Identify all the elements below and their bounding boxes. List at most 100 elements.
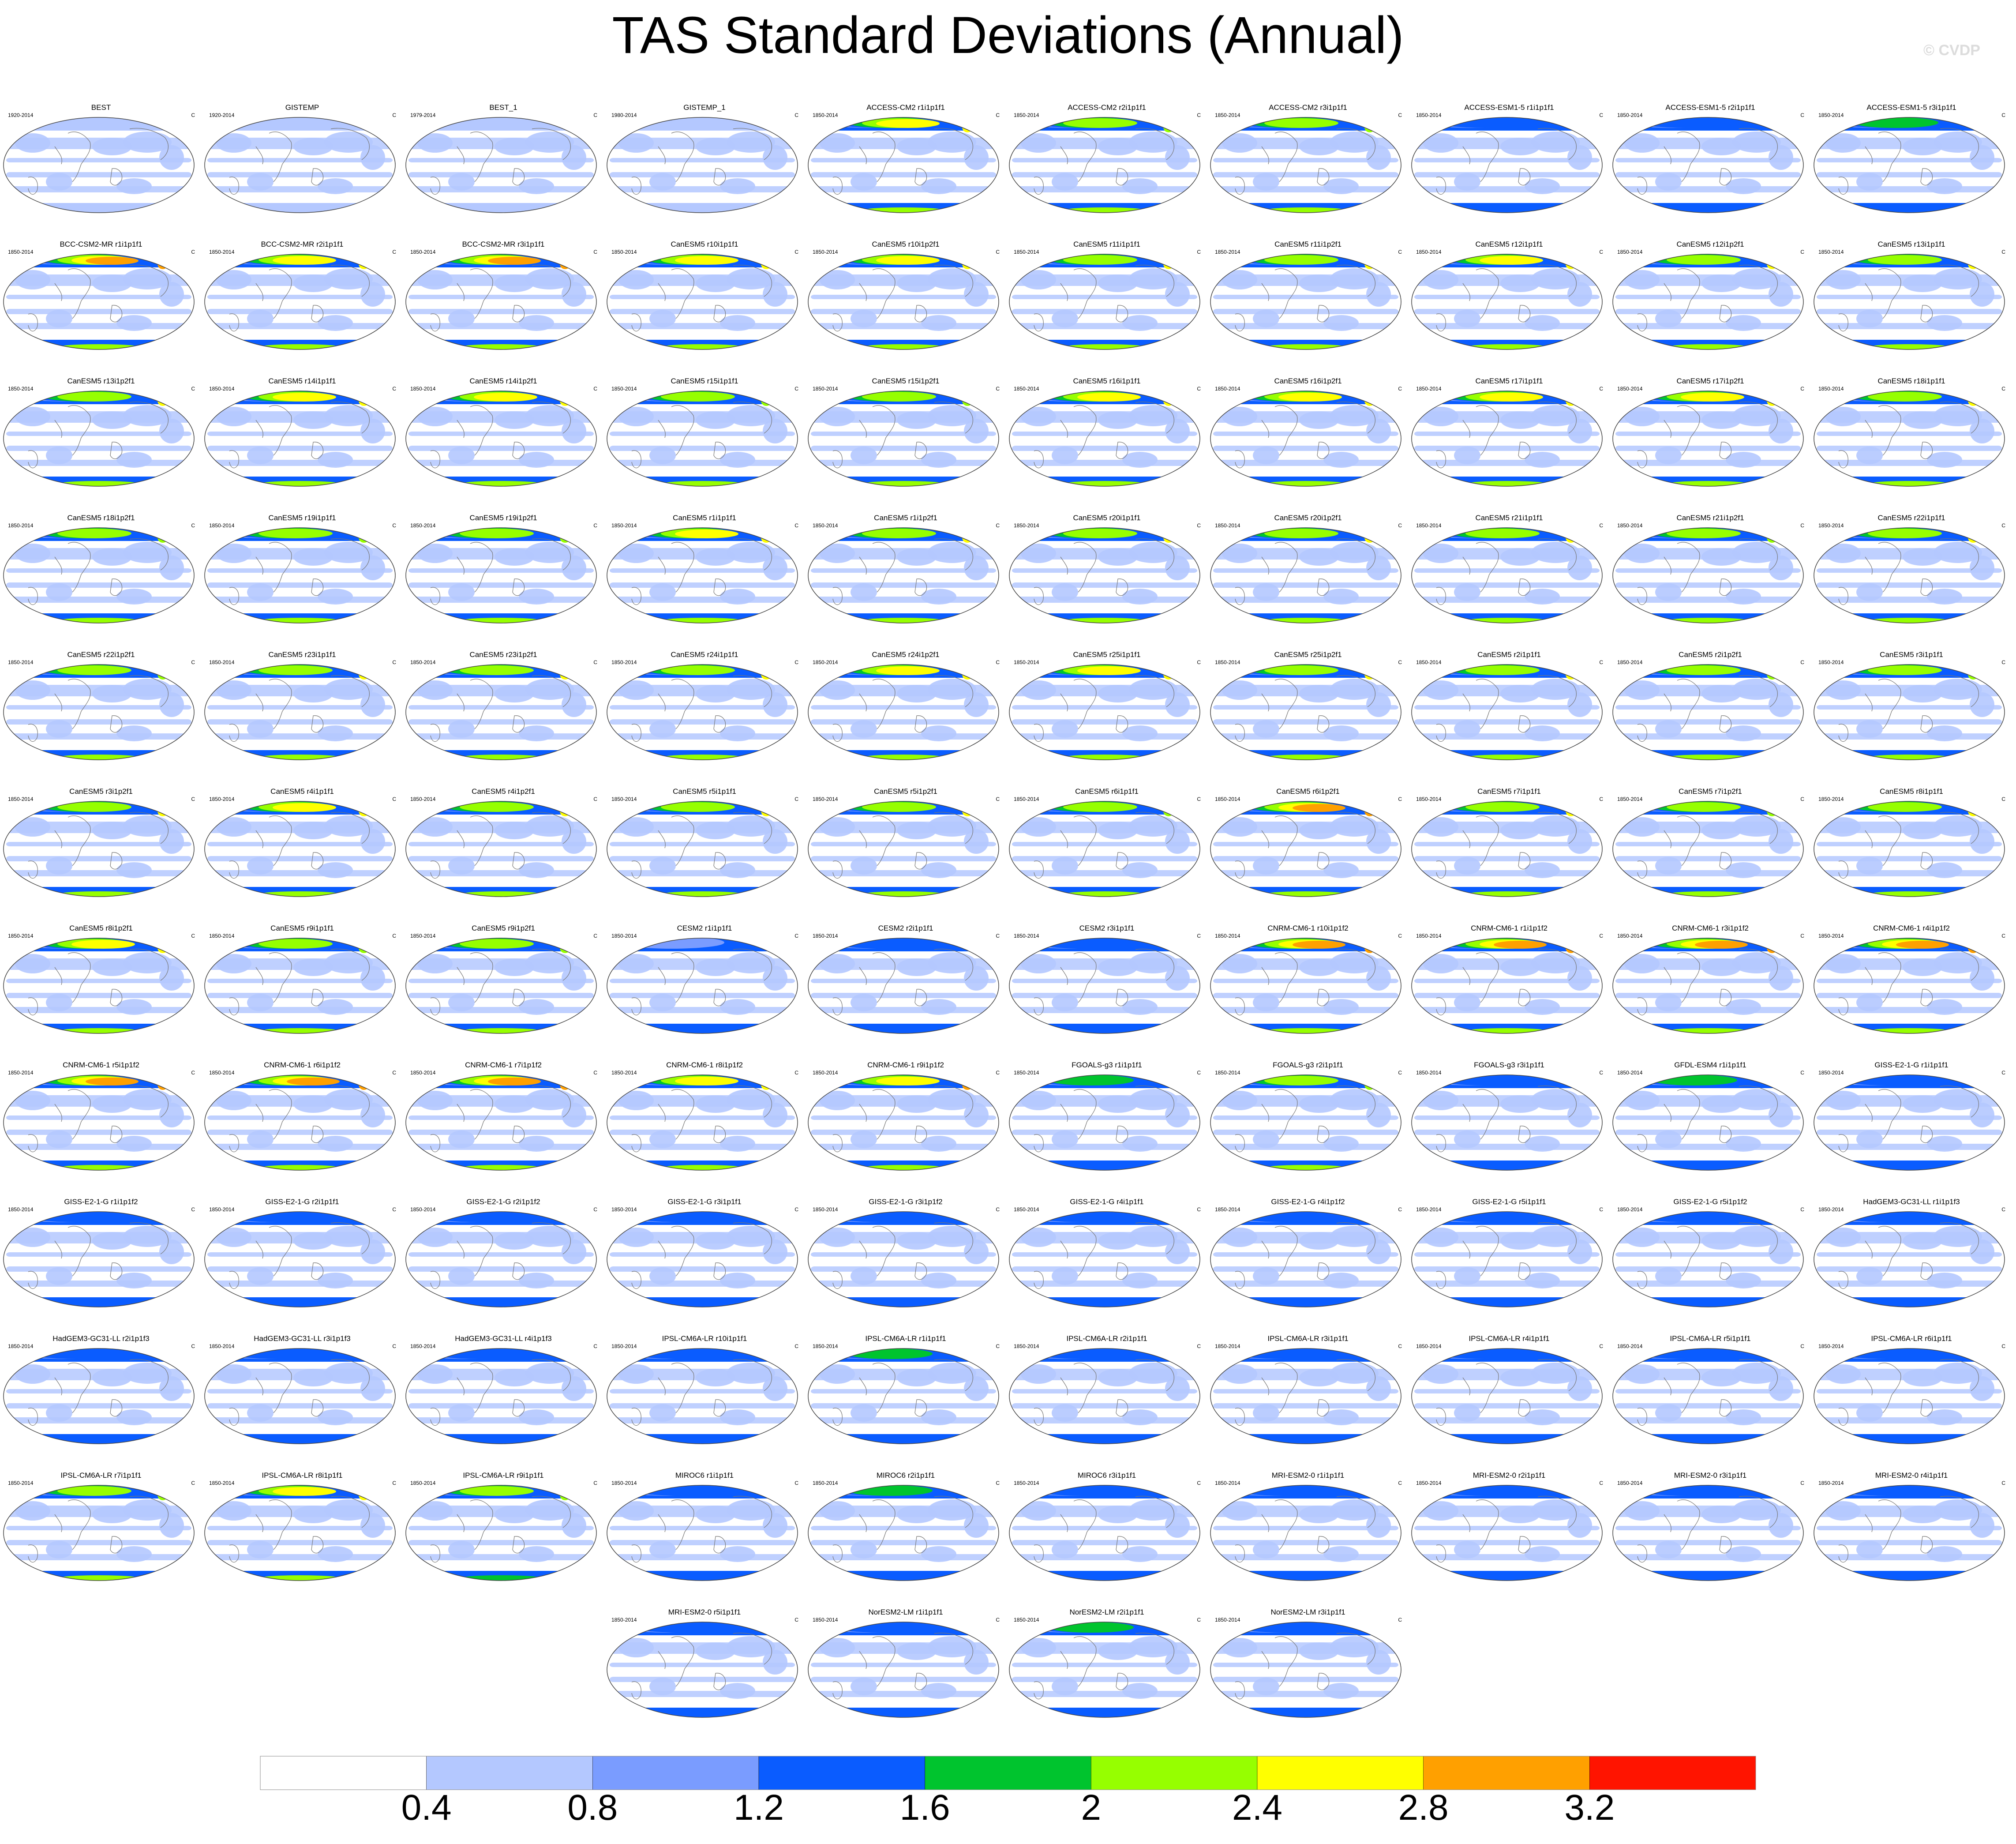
coastline [1664, 693, 1671, 712]
variability-region [525, 952, 574, 973]
coastline [1664, 556, 1671, 575]
panel-unit: C [392, 112, 396, 118]
map-panel: MRI-ESM2-0 r1i1p1f1 1850-2014 C [1209, 1468, 1407, 1601]
panel-unit: C [1398, 522, 1402, 529]
world-map [3, 1074, 195, 1171]
variability-region [562, 1103, 586, 1127]
coastline [457, 1514, 465, 1532]
variability-region [727, 1089, 775, 1110]
panel-unit: C [1398, 249, 1402, 255]
panel-period: 1850-2014 [1215, 933, 1240, 939]
variability-region [116, 1136, 152, 1152]
variability-region [1423, 544, 1458, 563]
map-panel: CanESM5 r22i1p2f1 1850-2014 C [2, 648, 200, 780]
panel-title: HadGEM3-GC31-LL r1i1p1f3 [1863, 1198, 1960, 1206]
variability-region [360, 282, 385, 307]
variability-region [1525, 178, 1560, 194]
variability-region [763, 829, 787, 854]
panel-period: 1850-2014 [1617, 1206, 1643, 1213]
coastline [1637, 587, 1647, 605]
coastline [1865, 1240, 1873, 1259]
variability-region [1098, 1642, 1138, 1660]
panel-title: GISS-E2-1-G r1i1p1f1 [1874, 1061, 1949, 1069]
variability-region [1726, 1273, 1761, 1288]
variability-region [116, 315, 152, 331]
variability-band [1414, 705, 1600, 710]
variability-region [519, 1409, 554, 1425]
variability-region [293, 1369, 333, 1386]
variability-region [159, 419, 184, 443]
variability-region [562, 145, 586, 170]
coastline [1838, 724, 1848, 742]
colorbar-segment [1091, 1756, 1258, 1790]
variability-band [1414, 1389, 1600, 1393]
coastline [1462, 1377, 1470, 1396]
map-outline [1009, 527, 1200, 623]
coastline [671, 1226, 694, 1277]
coastline [311, 715, 324, 733]
arctic-maximum [675, 530, 738, 538]
variability-region [1366, 829, 1391, 854]
coastline [914, 1673, 927, 1690]
variability-region [1098, 548, 1138, 566]
variability-region [159, 556, 184, 580]
coastline [1336, 1496, 1376, 1528]
coastline [859, 830, 867, 849]
map-outline [607, 664, 798, 760]
panel-unit: C [794, 1617, 798, 1623]
coastline [1336, 675, 1376, 707]
coastline [269, 405, 292, 456]
arctic-maximum [1681, 393, 1744, 402]
variability-region [216, 1228, 251, 1247]
variability-band [207, 568, 393, 573]
coastline [1940, 1222, 1979, 1254]
variability-region [1701, 822, 1741, 839]
panel-unit: C [794, 1343, 798, 1349]
map-panel: NorESM2-LM r1i1p1f1 1850-2014 C [806, 1605, 1005, 1738]
coastline [255, 1514, 263, 1532]
world-map [1814, 1074, 2005, 1171]
arctic-maximum [287, 1078, 340, 1085]
variability-region [519, 452, 554, 468]
coastline [229, 450, 239, 469]
panel-unit: C [1197, 249, 1201, 255]
panel-period: 1979-2014 [410, 112, 436, 118]
coastline [28, 1544, 38, 1563]
coastline [859, 1651, 867, 1669]
variability-region [92, 685, 132, 702]
variability-region [1222, 407, 1257, 426]
coastline [872, 542, 896, 593]
coastline [1739, 949, 1778, 981]
variability-region [1927, 862, 1962, 878]
arctic-maximum [86, 257, 139, 265]
panel-unit: C [1398, 1206, 1402, 1213]
variability-region [92, 1095, 132, 1113]
variability-region [1098, 1095, 1138, 1113]
colorbar-tick-label: 3.2 [1564, 1788, 1615, 1828]
variability-region [1129, 542, 1177, 563]
coastline [1518, 305, 1531, 323]
variability-region [1222, 954, 1257, 973]
coastline [1034, 450, 1044, 469]
variability-region [495, 685, 534, 702]
panel-title: GISS-E2-1-G r2i1p1f2 [466, 1198, 540, 1206]
coastline [512, 1399, 525, 1417]
coastline [457, 1240, 465, 1259]
variability-region [1098, 138, 1138, 155]
variability-band [207, 842, 393, 846]
coastline [1865, 1514, 1873, 1532]
variability-region [851, 1130, 877, 1148]
coastline [671, 1089, 694, 1140]
arctic-maximum [1293, 804, 1345, 812]
panel-period: 1850-2014 [1014, 1206, 1039, 1213]
coastline [631, 1134, 641, 1153]
variability-region [1934, 131, 1982, 153]
panel-unit: C [392, 1343, 396, 1349]
world-map [607, 117, 798, 213]
variability-region [1655, 173, 1682, 191]
coastline [733, 538, 772, 571]
panel-unit: C [1197, 112, 1201, 118]
variability-band [811, 1389, 996, 1393]
variability-region [519, 589, 554, 605]
variability-region [727, 542, 775, 563]
